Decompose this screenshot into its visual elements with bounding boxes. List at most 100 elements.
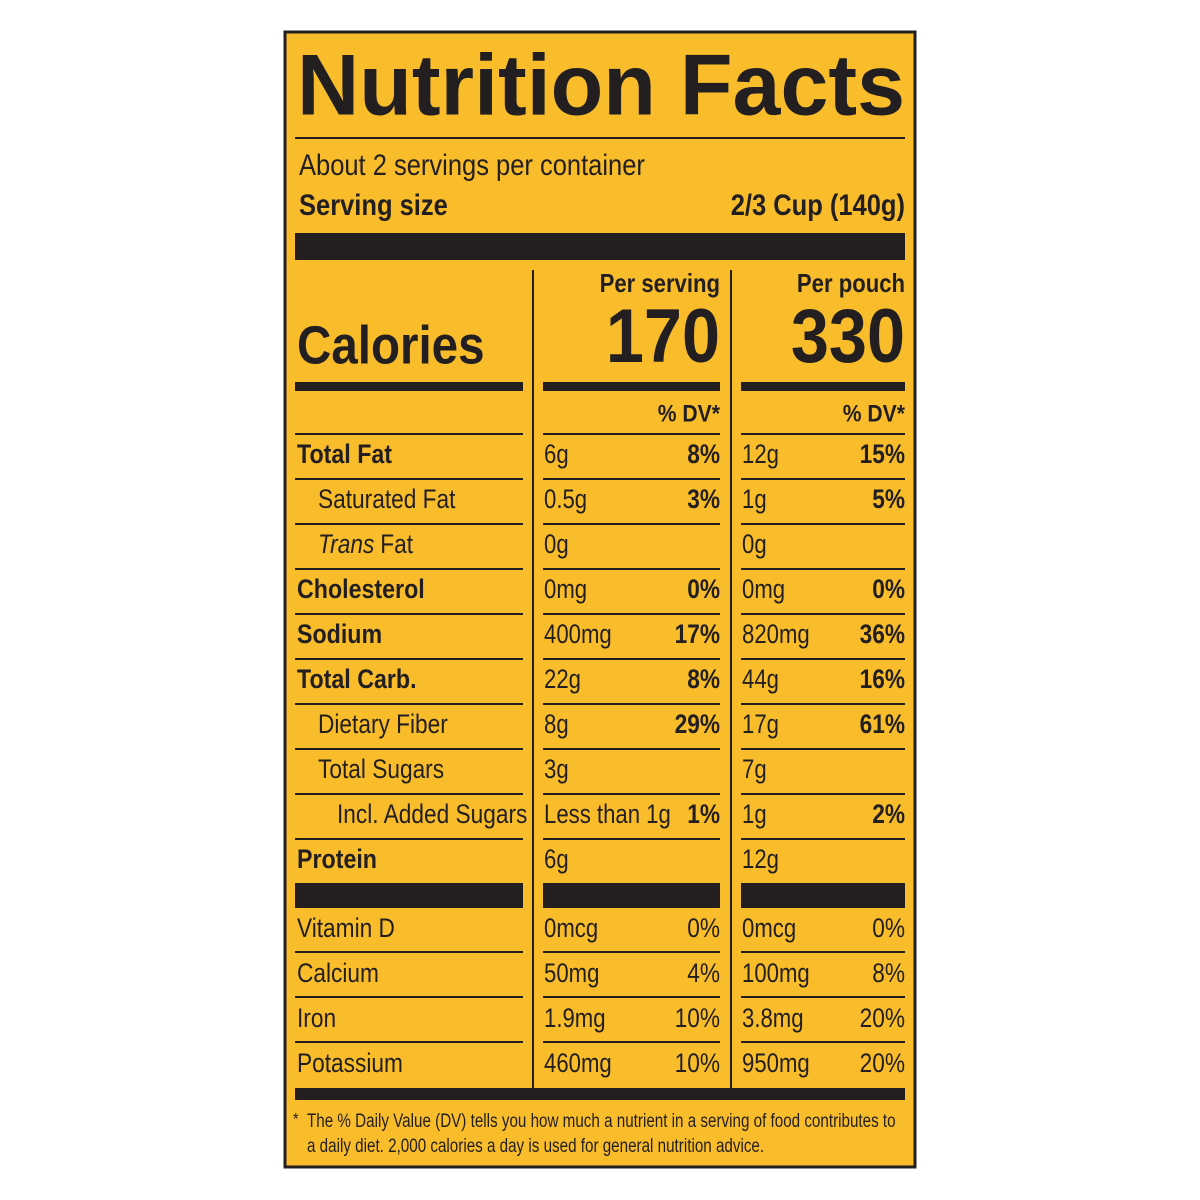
daily-value: 29% xyxy=(675,709,720,739)
amount: 0mg xyxy=(742,574,785,604)
label-panel xyxy=(283,30,917,1169)
rule xyxy=(741,951,905,953)
daily-value: 0% xyxy=(872,913,905,943)
calories-value: 170 xyxy=(606,294,720,379)
amount: 12g xyxy=(742,844,779,874)
rule xyxy=(295,951,523,953)
thick-rule xyxy=(543,382,720,391)
rule xyxy=(295,613,523,615)
nutrient-name: Protein xyxy=(297,844,377,874)
amount: 50mg xyxy=(544,958,599,988)
amount: 0.5g xyxy=(544,484,587,514)
rule xyxy=(741,1041,905,1043)
rule xyxy=(295,433,523,435)
thick-rule xyxy=(295,382,523,391)
daily-value: 20% xyxy=(860,1003,905,1033)
nutrient-name: Sodium xyxy=(297,619,382,649)
nutrient-name: Dietary Fiber xyxy=(318,709,448,739)
calories-value: 330 xyxy=(791,294,905,379)
thick-bar xyxy=(295,233,905,260)
thick-bar xyxy=(295,883,523,908)
nutrient-name: Total Carb. xyxy=(297,664,417,694)
rule xyxy=(741,793,905,795)
amount: 17g xyxy=(742,709,779,739)
daily-value: 10% xyxy=(675,1048,720,1078)
rule xyxy=(543,838,720,840)
daily-value: 61% xyxy=(860,709,905,739)
rule xyxy=(295,523,523,525)
daily-value: 17% xyxy=(675,619,720,649)
rule xyxy=(741,568,905,570)
rule xyxy=(295,748,523,750)
amount: 7g xyxy=(742,754,767,784)
amount: 0mcg xyxy=(544,913,598,943)
amount: 3g xyxy=(544,754,569,784)
serving-size: 2/3 Cup (140g) xyxy=(731,189,905,222)
rule xyxy=(741,658,905,660)
daily-value: 2% xyxy=(872,799,905,829)
footnote: a daily diet. 2,000 calories a day is us… xyxy=(307,1136,764,1157)
daily-value: 8% xyxy=(687,664,720,694)
daily-value: 5% xyxy=(872,484,905,514)
amount: 0g xyxy=(742,529,767,559)
nutrient-name: Potassium xyxy=(297,1048,403,1078)
thick-rule xyxy=(741,382,905,391)
amount: 460mg xyxy=(544,1048,612,1078)
daily-value: 4% xyxy=(687,958,720,988)
nutrient-name: Total Fat xyxy=(297,439,392,469)
amount: 820mg xyxy=(742,619,810,649)
nutrient-name: Total Sugars xyxy=(318,754,444,784)
column-heading: Per serving xyxy=(600,268,720,298)
amount: 44g xyxy=(742,664,779,694)
nutrient-name: Vitamin D xyxy=(297,913,395,943)
thick-bar xyxy=(295,1088,905,1100)
column-heading: Per pouch xyxy=(797,268,905,298)
nutrient-name: Cholesterol xyxy=(297,574,425,604)
amount: 1g xyxy=(742,799,767,829)
rule xyxy=(295,568,523,570)
rule xyxy=(543,1041,720,1043)
thick-bar xyxy=(543,883,720,908)
rule xyxy=(741,838,905,840)
dv-heading: % DV* xyxy=(658,400,721,427)
amount: 6g xyxy=(544,439,569,469)
amount: 0mg xyxy=(544,574,587,604)
rule xyxy=(741,748,905,750)
amount: 8g xyxy=(544,709,569,739)
rule xyxy=(295,1041,523,1043)
footnote: The % Daily Value (DV) tells you how muc… xyxy=(307,1111,896,1132)
daily-value: 1% xyxy=(687,799,720,829)
footnote-marker: * xyxy=(293,1109,299,1128)
amount: 22g xyxy=(544,664,581,694)
amount: 0g xyxy=(544,529,569,559)
nutrient-name: Trans xyxy=(318,529,374,559)
rule xyxy=(543,951,720,953)
rule xyxy=(543,793,720,795)
amount: Less than 1g xyxy=(544,799,671,829)
daily-value: 0% xyxy=(872,574,905,604)
title: Nutrition Facts xyxy=(297,38,905,134)
daily-value: 10% xyxy=(675,1003,720,1033)
daily-value: 8% xyxy=(687,439,720,469)
amount: 3.8mg xyxy=(742,1003,804,1033)
nutrient-name: Fat xyxy=(380,529,413,559)
nutrient-name: Iron xyxy=(297,1003,336,1033)
daily-value: 0% xyxy=(687,913,720,943)
amount: 12g xyxy=(742,439,779,469)
servings-per-container: About 2 servings per container xyxy=(299,149,645,182)
rule xyxy=(543,703,720,705)
amount: 100mg xyxy=(742,958,810,988)
rule xyxy=(543,478,720,480)
amount: 1g xyxy=(742,484,767,514)
rule xyxy=(741,996,905,998)
rule xyxy=(543,433,720,435)
daily-value: 8% xyxy=(872,958,905,988)
rule xyxy=(543,748,720,750)
amount: 950mg xyxy=(742,1048,810,1078)
rule xyxy=(295,996,523,998)
daily-value: 20% xyxy=(860,1048,905,1078)
rule xyxy=(741,523,905,525)
amount: 6g xyxy=(544,844,569,874)
